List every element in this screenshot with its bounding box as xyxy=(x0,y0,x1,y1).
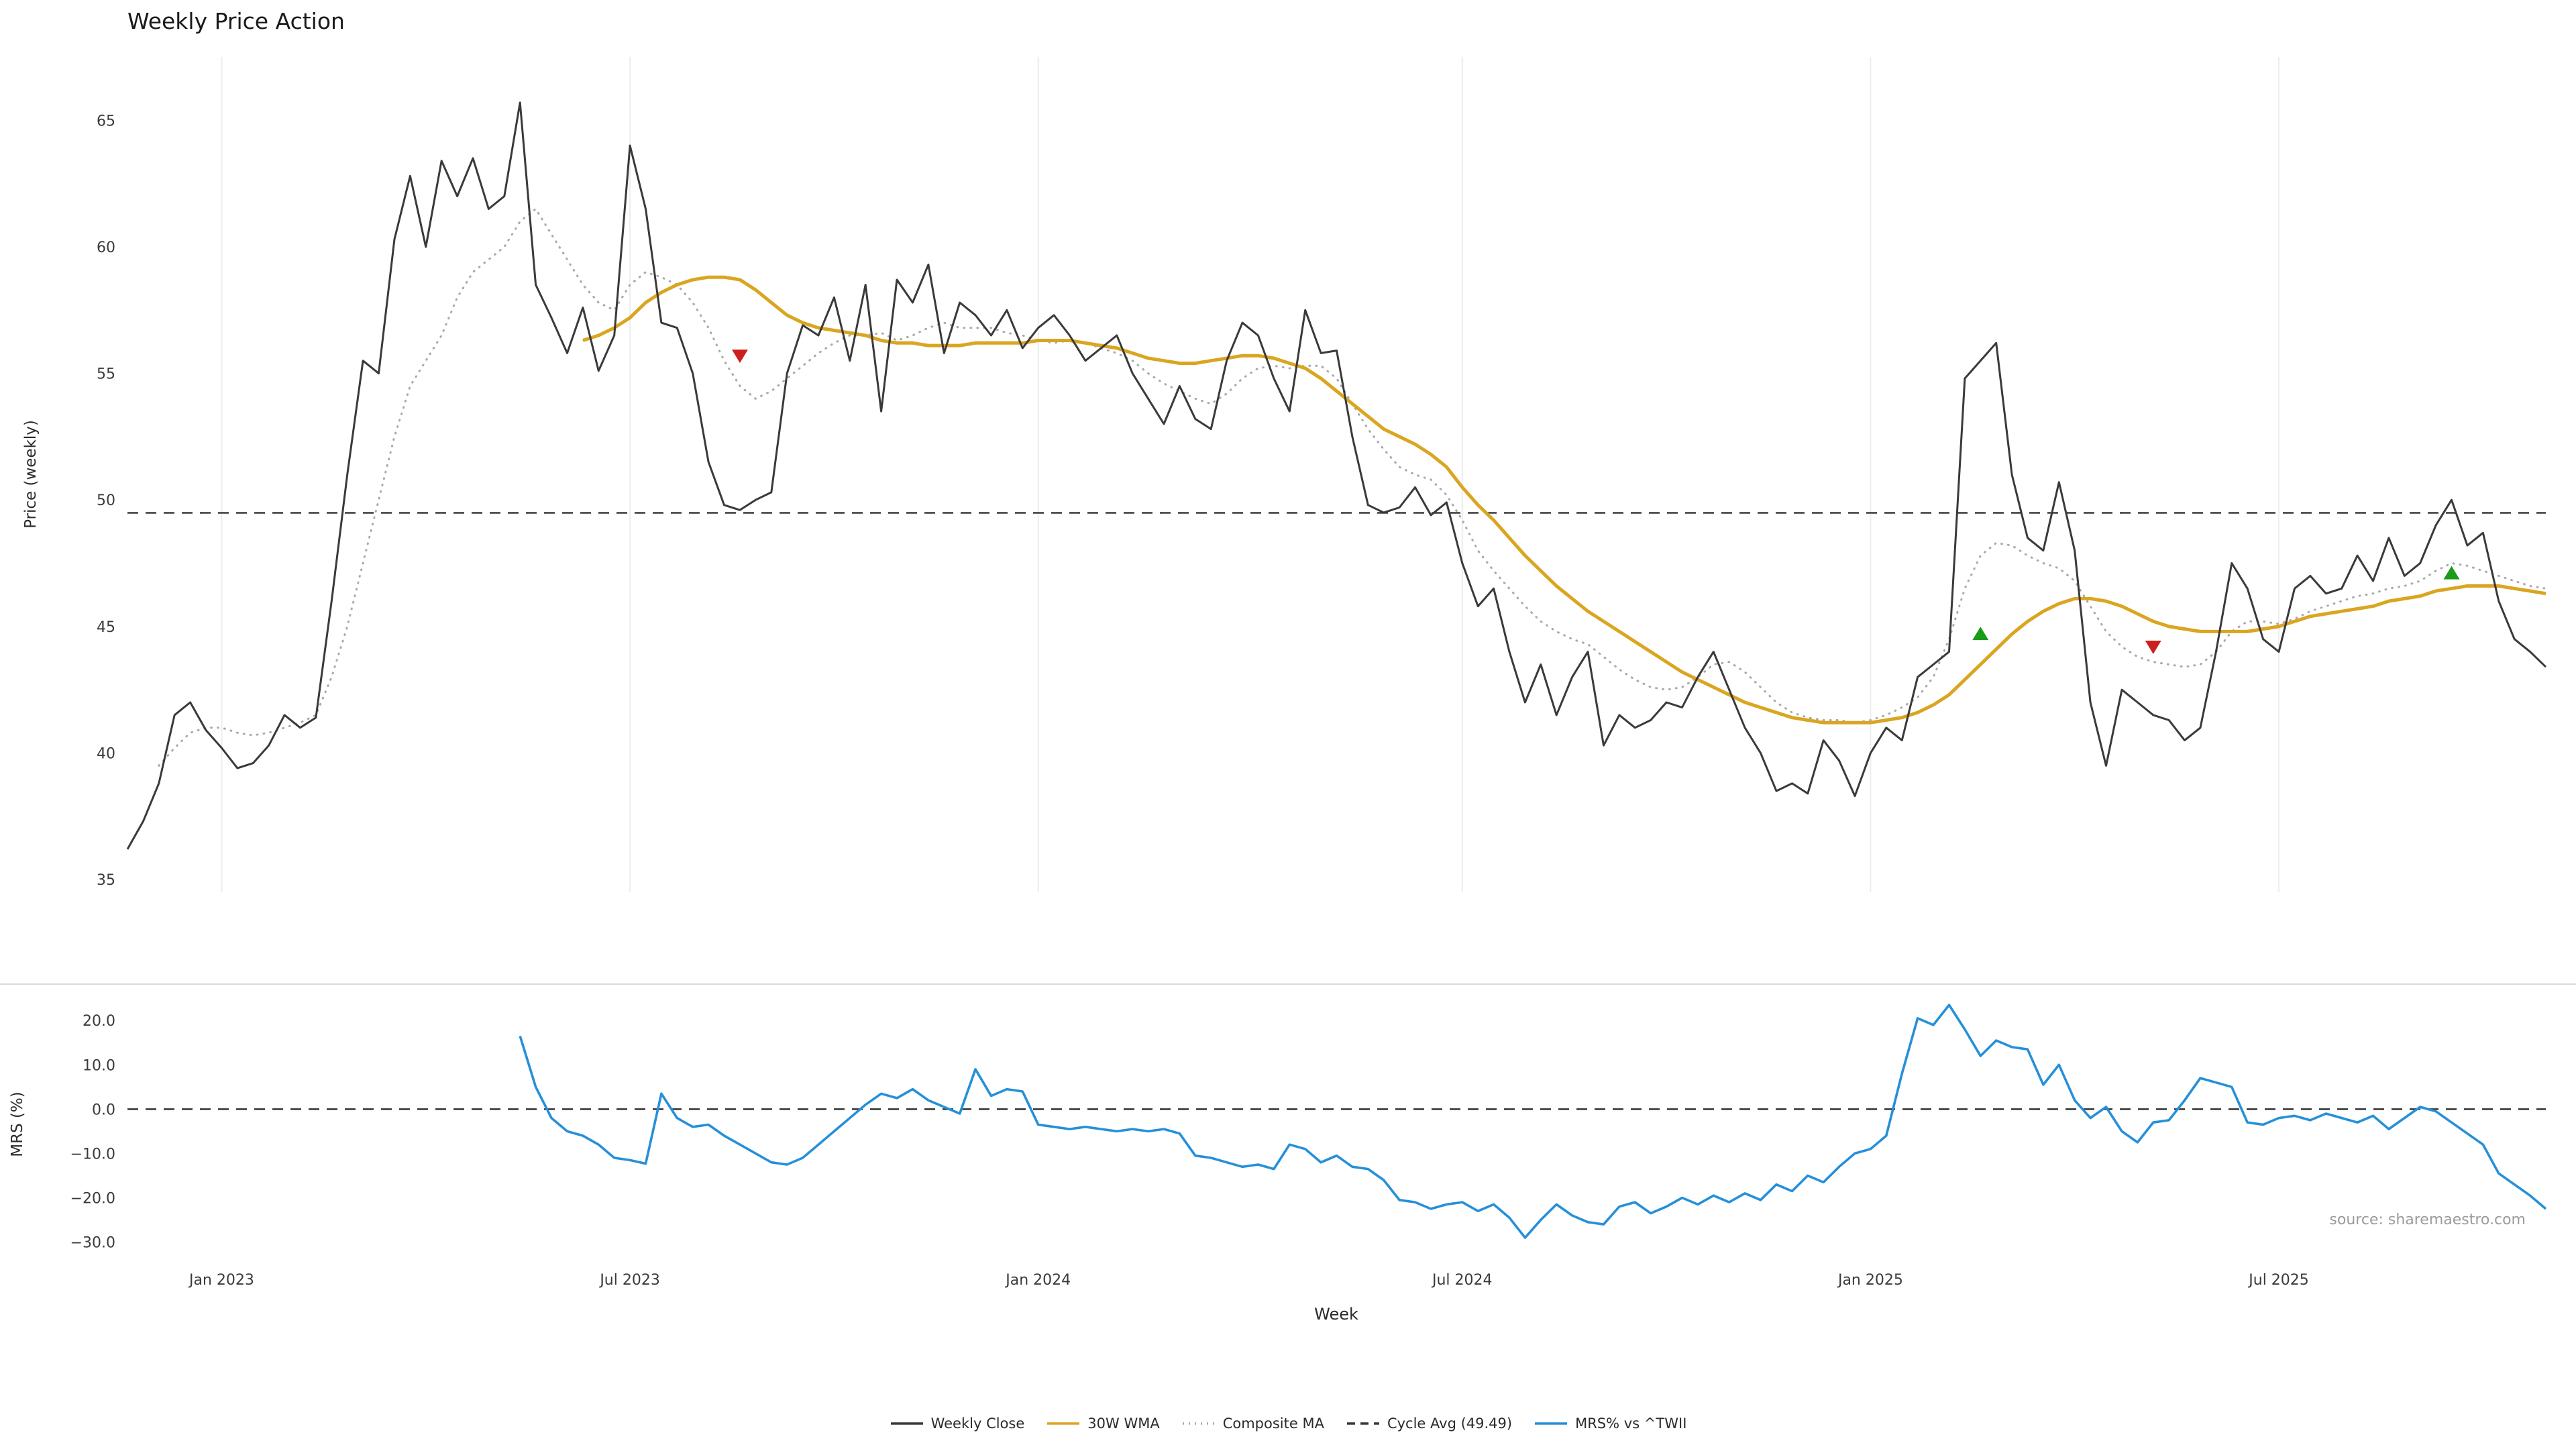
x-tick-label: Jul 2023 xyxy=(598,1272,660,1289)
mrs-ytick-label: 20.0 xyxy=(83,1013,115,1030)
legend-sample-line xyxy=(890,1422,923,1425)
legend-label: Cycle Avg (49.49) xyxy=(1387,1415,1513,1432)
mrs-ytick-label: 0.0 xyxy=(92,1102,115,1118)
x-tick-label: Jul 2024 xyxy=(1431,1272,1493,1289)
price-ytick-label: 60 xyxy=(97,239,115,256)
source-credit: source: sharemaestro.com xyxy=(2329,1212,2526,1228)
mrs-ytick-label: −10.0 xyxy=(70,1146,115,1163)
price-ytick-label: 65 xyxy=(97,113,115,129)
mrs-ytick-label: 10.0 xyxy=(83,1057,115,1074)
buy-signal-marker xyxy=(2443,566,2460,580)
legend-item: Composite MA xyxy=(1181,1415,1324,1432)
x-tick-label: Jan 2023 xyxy=(188,1272,254,1289)
wma-line xyxy=(582,275,2546,724)
sell-signal-marker xyxy=(2145,641,2161,655)
legend-item: 30W WMA xyxy=(1046,1415,1160,1432)
mrs-ytick-label: −20.0 xyxy=(70,1191,115,1208)
legend-label: MRS% vs ^TWII xyxy=(1575,1415,1687,1432)
legend-item: Weekly Close xyxy=(890,1415,1025,1432)
legend-sample-line xyxy=(1535,1422,1568,1425)
price-ytick-label: 45 xyxy=(97,619,115,636)
legend-sample-line xyxy=(1047,1422,1080,1425)
price-ytick-label: 35 xyxy=(97,872,115,889)
x-tick-label: Jul 2025 xyxy=(2247,1272,2309,1289)
legend-sample-line xyxy=(1182,1422,1215,1425)
legend-label: Weekly Close xyxy=(930,1415,1025,1432)
legend-label: 30W WMA xyxy=(1087,1415,1160,1432)
composite-ma-line xyxy=(158,207,2547,767)
x-tick-label: Jan 2024 xyxy=(1004,1272,1071,1289)
x-tick-label: Jan 2025 xyxy=(1837,1272,1903,1289)
legend-item: MRS% vs ^TWII xyxy=(1534,1415,1686,1432)
legend-label: Composite MA xyxy=(1222,1415,1324,1432)
price-ytick-label: 40 xyxy=(97,746,115,763)
sell-signal-marker xyxy=(731,350,748,364)
price-ytick-label: 55 xyxy=(97,366,115,383)
chart-title: Weekly Price Action xyxy=(127,8,345,34)
mrs-ytick-label: −30.0 xyxy=(70,1235,115,1252)
legend-sample-line xyxy=(1346,1422,1379,1425)
mrs-line xyxy=(519,1004,2547,1239)
legend-item: Cycle Avg (49.49) xyxy=(1346,1415,1512,1432)
price-ytick-label: 50 xyxy=(97,492,115,509)
x-axis-label: Week xyxy=(1314,1305,1358,1324)
weekly-close-line xyxy=(126,101,2547,850)
buy-signal-marker xyxy=(1972,627,1989,641)
legend: Weekly Close 30W WMA Composite MA Cycle Avg… xyxy=(0,1415,2576,1432)
